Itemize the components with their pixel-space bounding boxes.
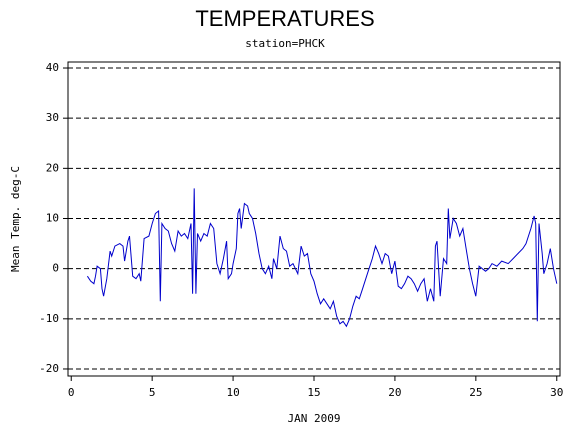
x-tick-label: 25 (469, 386, 482, 399)
x-tick-label: 10 (226, 386, 239, 399)
y-tick-label: -20 (39, 362, 59, 375)
plot-frame (67, 61, 561, 377)
chart-title: TEMPERATURES (195, 6, 374, 31)
x-tick-label: 5 (149, 386, 156, 399)
y-tick-label: 10 (46, 211, 59, 224)
y-axis-label: Mean Temp. deg-C (9, 166, 22, 272)
x-tick-label: 15 (307, 386, 320, 399)
y-tick-label: 0 (52, 262, 59, 275)
x-tick-label: 20 (388, 386, 401, 399)
chart-subtitle: station=PHCK (245, 37, 325, 50)
x-axis-label: JAN 2009 (288, 412, 341, 425)
y-tick-label: 20 (46, 161, 59, 174)
x-tick-label: 30 (550, 386, 563, 399)
data-line (86, 188, 558, 328)
x-tick-label: 0 (68, 386, 75, 399)
y-tick-label: -10 (39, 312, 59, 325)
y-tick-label: 30 (46, 111, 59, 124)
y-tick-label: 40 (46, 61, 59, 74)
